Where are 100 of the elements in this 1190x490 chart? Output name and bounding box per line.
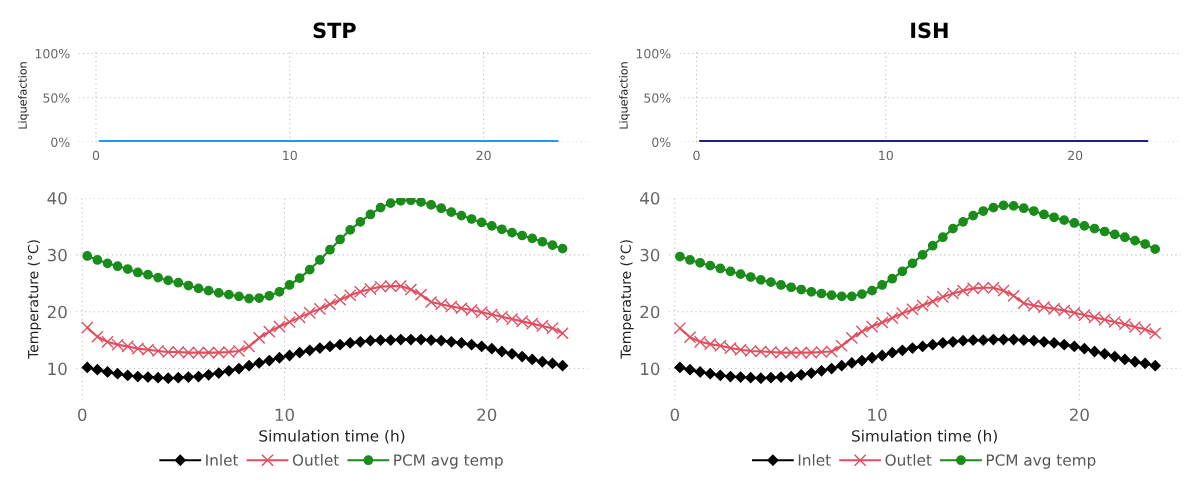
point — [906, 303, 919, 316]
point — [516, 351, 528, 363]
point — [1068, 340, 1080, 352]
point — [896, 307, 909, 320]
point — [242, 340, 256, 353]
point — [253, 357, 265, 369]
point — [537, 236, 548, 247]
point — [142, 371, 154, 383]
point — [1008, 333, 1020, 346]
point — [527, 233, 538, 244]
point — [835, 339, 848, 353]
y-tick-label: 10 — [641, 362, 660, 376]
point — [845, 331, 859, 345]
point — [293, 311, 306, 324]
point — [486, 220, 497, 231]
point — [1018, 334, 1030, 346]
point — [988, 202, 999, 213]
point — [806, 286, 817, 297]
point — [866, 352, 878, 364]
point — [395, 333, 407, 346]
point — [547, 240, 558, 251]
x-axis-title: Simulation time (h) — [852, 429, 997, 444]
point — [867, 285, 877, 296]
point — [252, 331, 266, 345]
point — [816, 288, 827, 299]
point — [233, 362, 245, 375]
point — [385, 198, 396, 208]
point — [465, 339, 478, 351]
point — [948, 223, 958, 234]
point — [163, 275, 174, 286]
x-tick-label: 20 — [1069, 408, 1089, 422]
point — [1059, 215, 1070, 226]
y-tick-label: 100% — [35, 48, 70, 59]
point — [223, 289, 234, 300]
point — [1109, 229, 1120, 240]
point — [725, 266, 736, 277]
point — [987, 333, 1000, 346]
point — [704, 368, 716, 380]
point — [906, 342, 919, 354]
point — [836, 291, 847, 302]
point — [1099, 348, 1111, 360]
y-axis-title: Liquefaction — [619, 62, 630, 129]
point — [926, 295, 939, 308]
point — [1079, 220, 1090, 231]
point — [1028, 206, 1039, 216]
point — [1150, 244, 1161, 255]
x-tick-label: 20 — [476, 150, 491, 161]
x-tick-label: 10 — [879, 150, 893, 161]
point — [213, 367, 225, 379]
point — [486, 343, 498, 355]
point — [193, 283, 204, 294]
point — [886, 347, 898, 359]
point — [343, 288, 357, 302]
point — [263, 354, 275, 367]
x-tick-label: 0 — [78, 408, 87, 422]
point — [213, 288, 224, 298]
point — [557, 243, 568, 254]
point — [284, 280, 295, 290]
point — [264, 290, 275, 301]
x-tick-label: 0 — [693, 150, 700, 161]
point — [374, 334, 387, 346]
point — [313, 302, 327, 316]
point — [556, 327, 569, 340]
point — [1139, 357, 1151, 370]
point — [735, 269, 746, 280]
point — [294, 273, 305, 284]
point — [395, 197, 406, 206]
x-tick-label: 10 — [283, 150, 297, 161]
point — [304, 344, 316, 356]
point — [182, 371, 195, 383]
point — [675, 251, 685, 262]
point — [345, 224, 356, 235]
point — [274, 286, 285, 297]
x-tick-label: 20 — [477, 408, 497, 422]
y-tick-label: 20 — [640, 305, 660, 319]
point — [685, 255, 695, 265]
y-tick-label: 0% — [51, 137, 70, 148]
point — [877, 280, 888, 290]
y-tick-label: 20 — [47, 305, 67, 319]
y-tick-label: 10 — [48, 362, 67, 376]
point — [745, 372, 757, 384]
point — [917, 340, 929, 352]
point — [122, 369, 134, 381]
point — [887, 273, 898, 284]
point — [507, 227, 517, 238]
y-tick-label: 40 — [47, 191, 67, 205]
point — [496, 345, 508, 358]
point — [112, 261, 123, 272]
point — [364, 335, 377, 347]
point — [1148, 327, 1162, 340]
point — [715, 263, 726, 274]
point — [936, 290, 950, 304]
point — [1018, 203, 1029, 214]
point — [112, 368, 124, 380]
chart-title: STP — [313, 22, 356, 39]
point — [476, 217, 487, 228]
point — [385, 334, 397, 346]
point — [825, 362, 838, 375]
x-tick-label: 0 — [670, 408, 680, 422]
point — [734, 371, 747, 383]
